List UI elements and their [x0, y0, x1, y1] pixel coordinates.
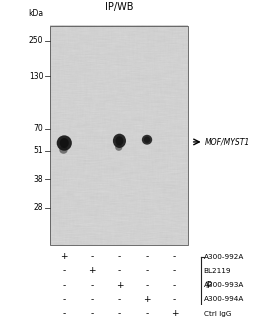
Ellipse shape — [113, 134, 126, 148]
Text: -: - — [173, 252, 176, 261]
Text: +: + — [143, 295, 151, 304]
Text: Ctrl IgG: Ctrl IgG — [204, 311, 231, 317]
Text: BL2119: BL2119 — [204, 268, 231, 274]
Text: IP/WB: IP/WB — [105, 2, 134, 12]
Bar — [50, 25, 188, 245]
Text: +: + — [171, 309, 178, 318]
Text: -: - — [173, 295, 176, 304]
Text: kDa: kDa — [28, 9, 44, 18]
Ellipse shape — [115, 136, 123, 145]
Text: -: - — [63, 266, 66, 275]
Text: -: - — [63, 309, 66, 318]
Text: -: - — [90, 309, 93, 318]
Ellipse shape — [144, 136, 150, 143]
Text: 51: 51 — [34, 146, 44, 155]
Ellipse shape — [115, 144, 122, 151]
Text: -: - — [90, 252, 93, 261]
Text: -: - — [145, 281, 149, 290]
Text: IP: IP — [205, 281, 212, 290]
Text: MOF/MYST1: MOF/MYST1 — [205, 137, 250, 146]
Text: -: - — [118, 309, 121, 318]
Ellipse shape — [142, 135, 152, 145]
Text: A300-994A: A300-994A — [204, 296, 244, 302]
Ellipse shape — [57, 135, 72, 151]
Text: -: - — [145, 252, 149, 261]
Text: -: - — [118, 266, 121, 275]
Text: +: + — [60, 252, 68, 261]
Text: -: - — [173, 281, 176, 290]
Text: -: - — [118, 252, 121, 261]
Text: -: - — [173, 266, 176, 275]
Text: +: + — [116, 281, 123, 290]
Text: -: - — [118, 295, 121, 304]
Text: -: - — [145, 266, 149, 275]
Text: -: - — [63, 295, 66, 304]
Text: -: - — [90, 281, 93, 290]
Ellipse shape — [60, 138, 69, 148]
Text: 130: 130 — [29, 72, 44, 80]
Ellipse shape — [59, 146, 68, 154]
Text: 250: 250 — [29, 36, 44, 45]
Text: A300-993A: A300-993A — [204, 282, 244, 288]
Text: A300-992A: A300-992A — [204, 254, 244, 260]
Text: 28: 28 — [34, 203, 44, 212]
Text: -: - — [145, 309, 149, 318]
Text: 38: 38 — [34, 175, 44, 184]
Text: -: - — [90, 295, 93, 304]
Text: -: - — [63, 281, 66, 290]
Text: +: + — [88, 266, 95, 275]
Text: 70: 70 — [34, 124, 44, 133]
